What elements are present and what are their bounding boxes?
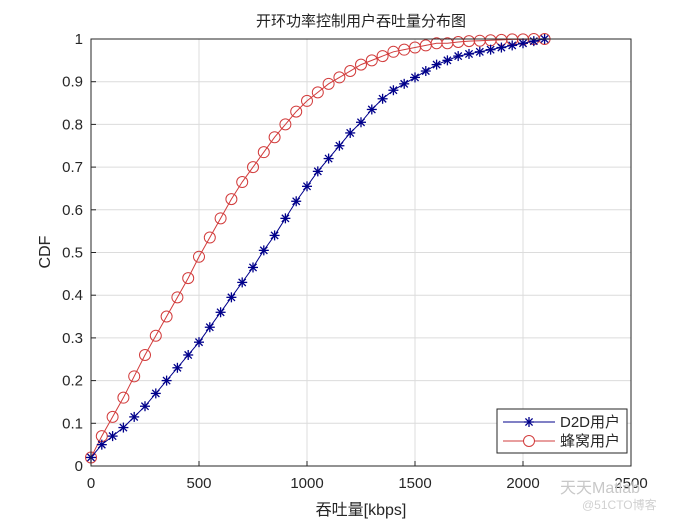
watermark-line2: @51CTO博客 [582, 498, 657, 512]
y-tick-label: 0.5 [62, 245, 83, 262]
y-tick-label: 0.6 [62, 202, 83, 219]
y-tick-label: 0.7 [62, 159, 83, 176]
watermark-line1: 天天Matlab [560, 480, 641, 497]
series-asterisk [86, 34, 550, 463]
ticks: 0 500 1000 1500 2000 2500 0 0.1 0.2 0.3 0.4 0.5 0.6 0… [62, 31, 648, 492]
y-tick-label: 0.8 [62, 116, 83, 133]
grid [90, 38, 632, 467]
x-axis-label: 吞吐量[kbps] [316, 501, 407, 519]
legend-box [496, 408, 628, 454]
legend-label: 蜂窝用户 [560, 432, 620, 450]
y-tick-label: 0 [75, 458, 83, 475]
series-circle [85, 33, 551, 464]
watermark: 天天Matlab @51CTO博客 [560, 480, 657, 514]
y-axis-label: CDF [37, 235, 54, 268]
x-tick-label: 2000 [506, 475, 539, 492]
legend-label: D2D用户 [560, 414, 620, 431]
series-layer [85, 33, 551, 464]
y-tick-label: 0.4 [62, 287, 83, 304]
y-tick-label: 1 [75, 31, 83, 48]
x-tick-label: 500 [186, 475, 211, 492]
y-tick-label: 0.3 [62, 330, 83, 347]
y-tick-label: 0.2 [62, 373, 83, 390]
x-tick-label: 0 [87, 475, 95, 492]
y-tick-label: 0.1 [62, 415, 83, 432]
x-tick-label: 2500 [614, 475, 647, 492]
x-tick-label: 1000 [290, 475, 323, 492]
y-tick-label: 0.9 [62, 74, 83, 91]
x-tick-label: 1500 [398, 475, 431, 492]
chart-title: 开环功率控制用户吞吐量分布图 [256, 12, 466, 30]
